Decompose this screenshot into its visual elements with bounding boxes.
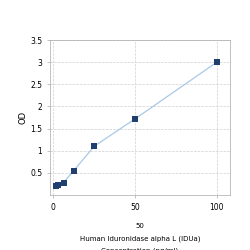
Point (92, 144, 96, 148)
Point (54, 184, 58, 188)
Point (133, 117, 137, 121)
Text: 50: 50 (136, 223, 144, 229)
Point (56, 183, 60, 187)
Text: Concentration (ng/ml): Concentration (ng/ml) (102, 248, 178, 250)
Point (72, 169, 76, 173)
Y-axis label: OD: OD (18, 111, 28, 124)
Text: Human Iduronidase alpha L (IDUa): Human Iduronidase alpha L (IDUa) (80, 235, 200, 242)
Point (62, 180, 66, 184)
Point (215, 60, 219, 64)
